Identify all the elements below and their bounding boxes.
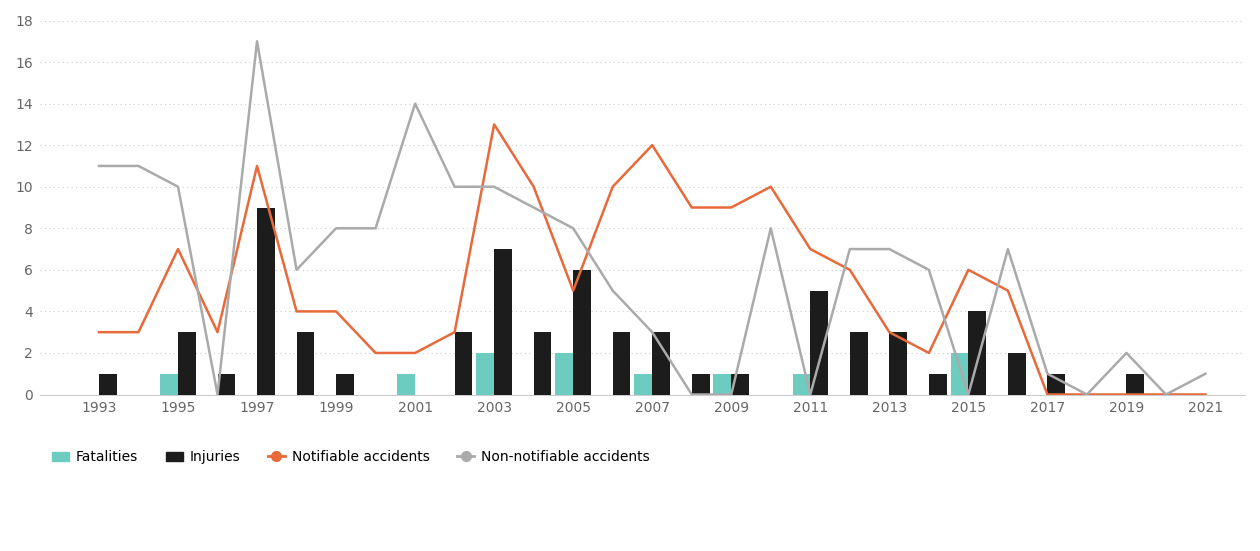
Notifiable accidents: [527, 183, 542, 190]
Non-notifiable accidents: [407, 100, 422, 107]
Bar: [731, 374, 748, 395]
Non-notifiable accidents: [447, 183, 462, 190]
Bar: [257, 208, 275, 395]
Non-notifiable accidents: [210, 391, 226, 398]
Non-notifiable accidents: [961, 391, 976, 398]
Non-notifiable accidents: [764, 225, 779, 231]
Bar: [1008, 353, 1026, 395]
Notifiable accidents: [645, 142, 660, 148]
Notifiable accidents: [486, 121, 501, 128]
Bar: [100, 374, 117, 395]
Notifiable accidents: [921, 350, 936, 356]
Bar: [612, 332, 630, 395]
Bar: [1047, 374, 1065, 395]
Bar: [969, 311, 987, 395]
Notifiable accidents: [961, 267, 976, 273]
Non-notifiable accidents: [1119, 350, 1134, 356]
Non-notifiable accidents: [1198, 370, 1213, 377]
Notifiable accidents: [1000, 287, 1016, 294]
Bar: [397, 374, 415, 395]
Notifiable accidents: [1158, 391, 1173, 398]
Non-notifiable accidents: [842, 246, 857, 252]
Bar: [793, 374, 810, 395]
Bar: [573, 270, 591, 395]
Bar: [929, 374, 946, 395]
Bar: [810, 290, 828, 395]
Non-notifiable accidents: [368, 225, 383, 231]
Line: Non-notifiable accidents: Non-notifiable accidents: [100, 41, 1206, 395]
Bar: [890, 332, 907, 395]
Notifiable accidents: [684, 204, 699, 211]
Notifiable accidents: [329, 308, 344, 315]
Bar: [218, 374, 236, 395]
Non-notifiable accidents: [803, 391, 818, 398]
Notifiable accidents: [1080, 391, 1095, 398]
Notifiable accidents: [1119, 391, 1134, 398]
Notifiable accidents: [842, 267, 857, 273]
Notifiable accidents: [882, 329, 897, 336]
Non-notifiable accidents: [527, 204, 542, 211]
Bar: [1126, 374, 1144, 395]
Bar: [534, 332, 552, 395]
Notifiable accidents: [1198, 391, 1213, 398]
Non-notifiable accidents: [882, 246, 897, 252]
Non-notifiable accidents: [605, 287, 620, 294]
Non-notifiable accidents: [1158, 391, 1173, 398]
Notifiable accidents: [407, 350, 422, 356]
Bar: [494, 249, 512, 395]
Bar: [692, 374, 709, 395]
Non-notifiable accidents: [170, 183, 185, 190]
Bar: [178, 332, 195, 395]
Non-notifiable accidents: [329, 225, 344, 231]
Legend: Fatalities, Injuries, Notifiable accidents, Non-notifiable accidents: Fatalities, Injuries, Notifiable acciden…: [47, 445, 655, 470]
Bar: [296, 332, 314, 395]
Notifiable accidents: [368, 350, 383, 356]
Bar: [476, 353, 494, 395]
Notifiable accidents: [289, 308, 304, 315]
Notifiable accidents: [170, 246, 185, 252]
Non-notifiable accidents: [921, 267, 936, 273]
Notifiable accidents: [1040, 391, 1055, 398]
Non-notifiable accidents: [486, 183, 501, 190]
Notifiable accidents: [764, 183, 779, 190]
Non-notifiable accidents: [645, 329, 660, 336]
Bar: [556, 353, 573, 395]
Notifiable accidents: [131, 329, 146, 336]
Non-notifiable accidents: [1080, 391, 1095, 398]
Notifiable accidents: [803, 246, 818, 252]
Notifiable accidents: [605, 183, 620, 190]
Non-notifiable accidents: [1040, 370, 1055, 377]
Non-notifiable accidents: [249, 38, 265, 45]
Bar: [849, 332, 868, 395]
Line: Notifiable accidents: Notifiable accidents: [100, 125, 1206, 395]
Non-notifiable accidents: [289, 267, 304, 273]
Notifiable accidents: [92, 329, 107, 336]
Non-notifiable accidents: [1000, 246, 1016, 252]
Bar: [455, 332, 472, 395]
Notifiable accidents: [447, 329, 462, 336]
Non-notifiable accidents: [92, 163, 107, 169]
Non-notifiable accidents: [684, 391, 699, 398]
Notifiable accidents: [566, 287, 581, 294]
Notifiable accidents: [249, 163, 265, 169]
Bar: [713, 374, 731, 395]
Bar: [950, 353, 969, 395]
Non-notifiable accidents: [131, 163, 146, 169]
Notifiable accidents: [210, 329, 226, 336]
Bar: [160, 374, 178, 395]
Notifiable accidents: [723, 204, 738, 211]
Bar: [336, 374, 354, 395]
Non-notifiable accidents: [566, 225, 581, 231]
Non-notifiable accidents: [723, 391, 738, 398]
Bar: [635, 374, 653, 395]
Bar: [653, 332, 670, 395]
